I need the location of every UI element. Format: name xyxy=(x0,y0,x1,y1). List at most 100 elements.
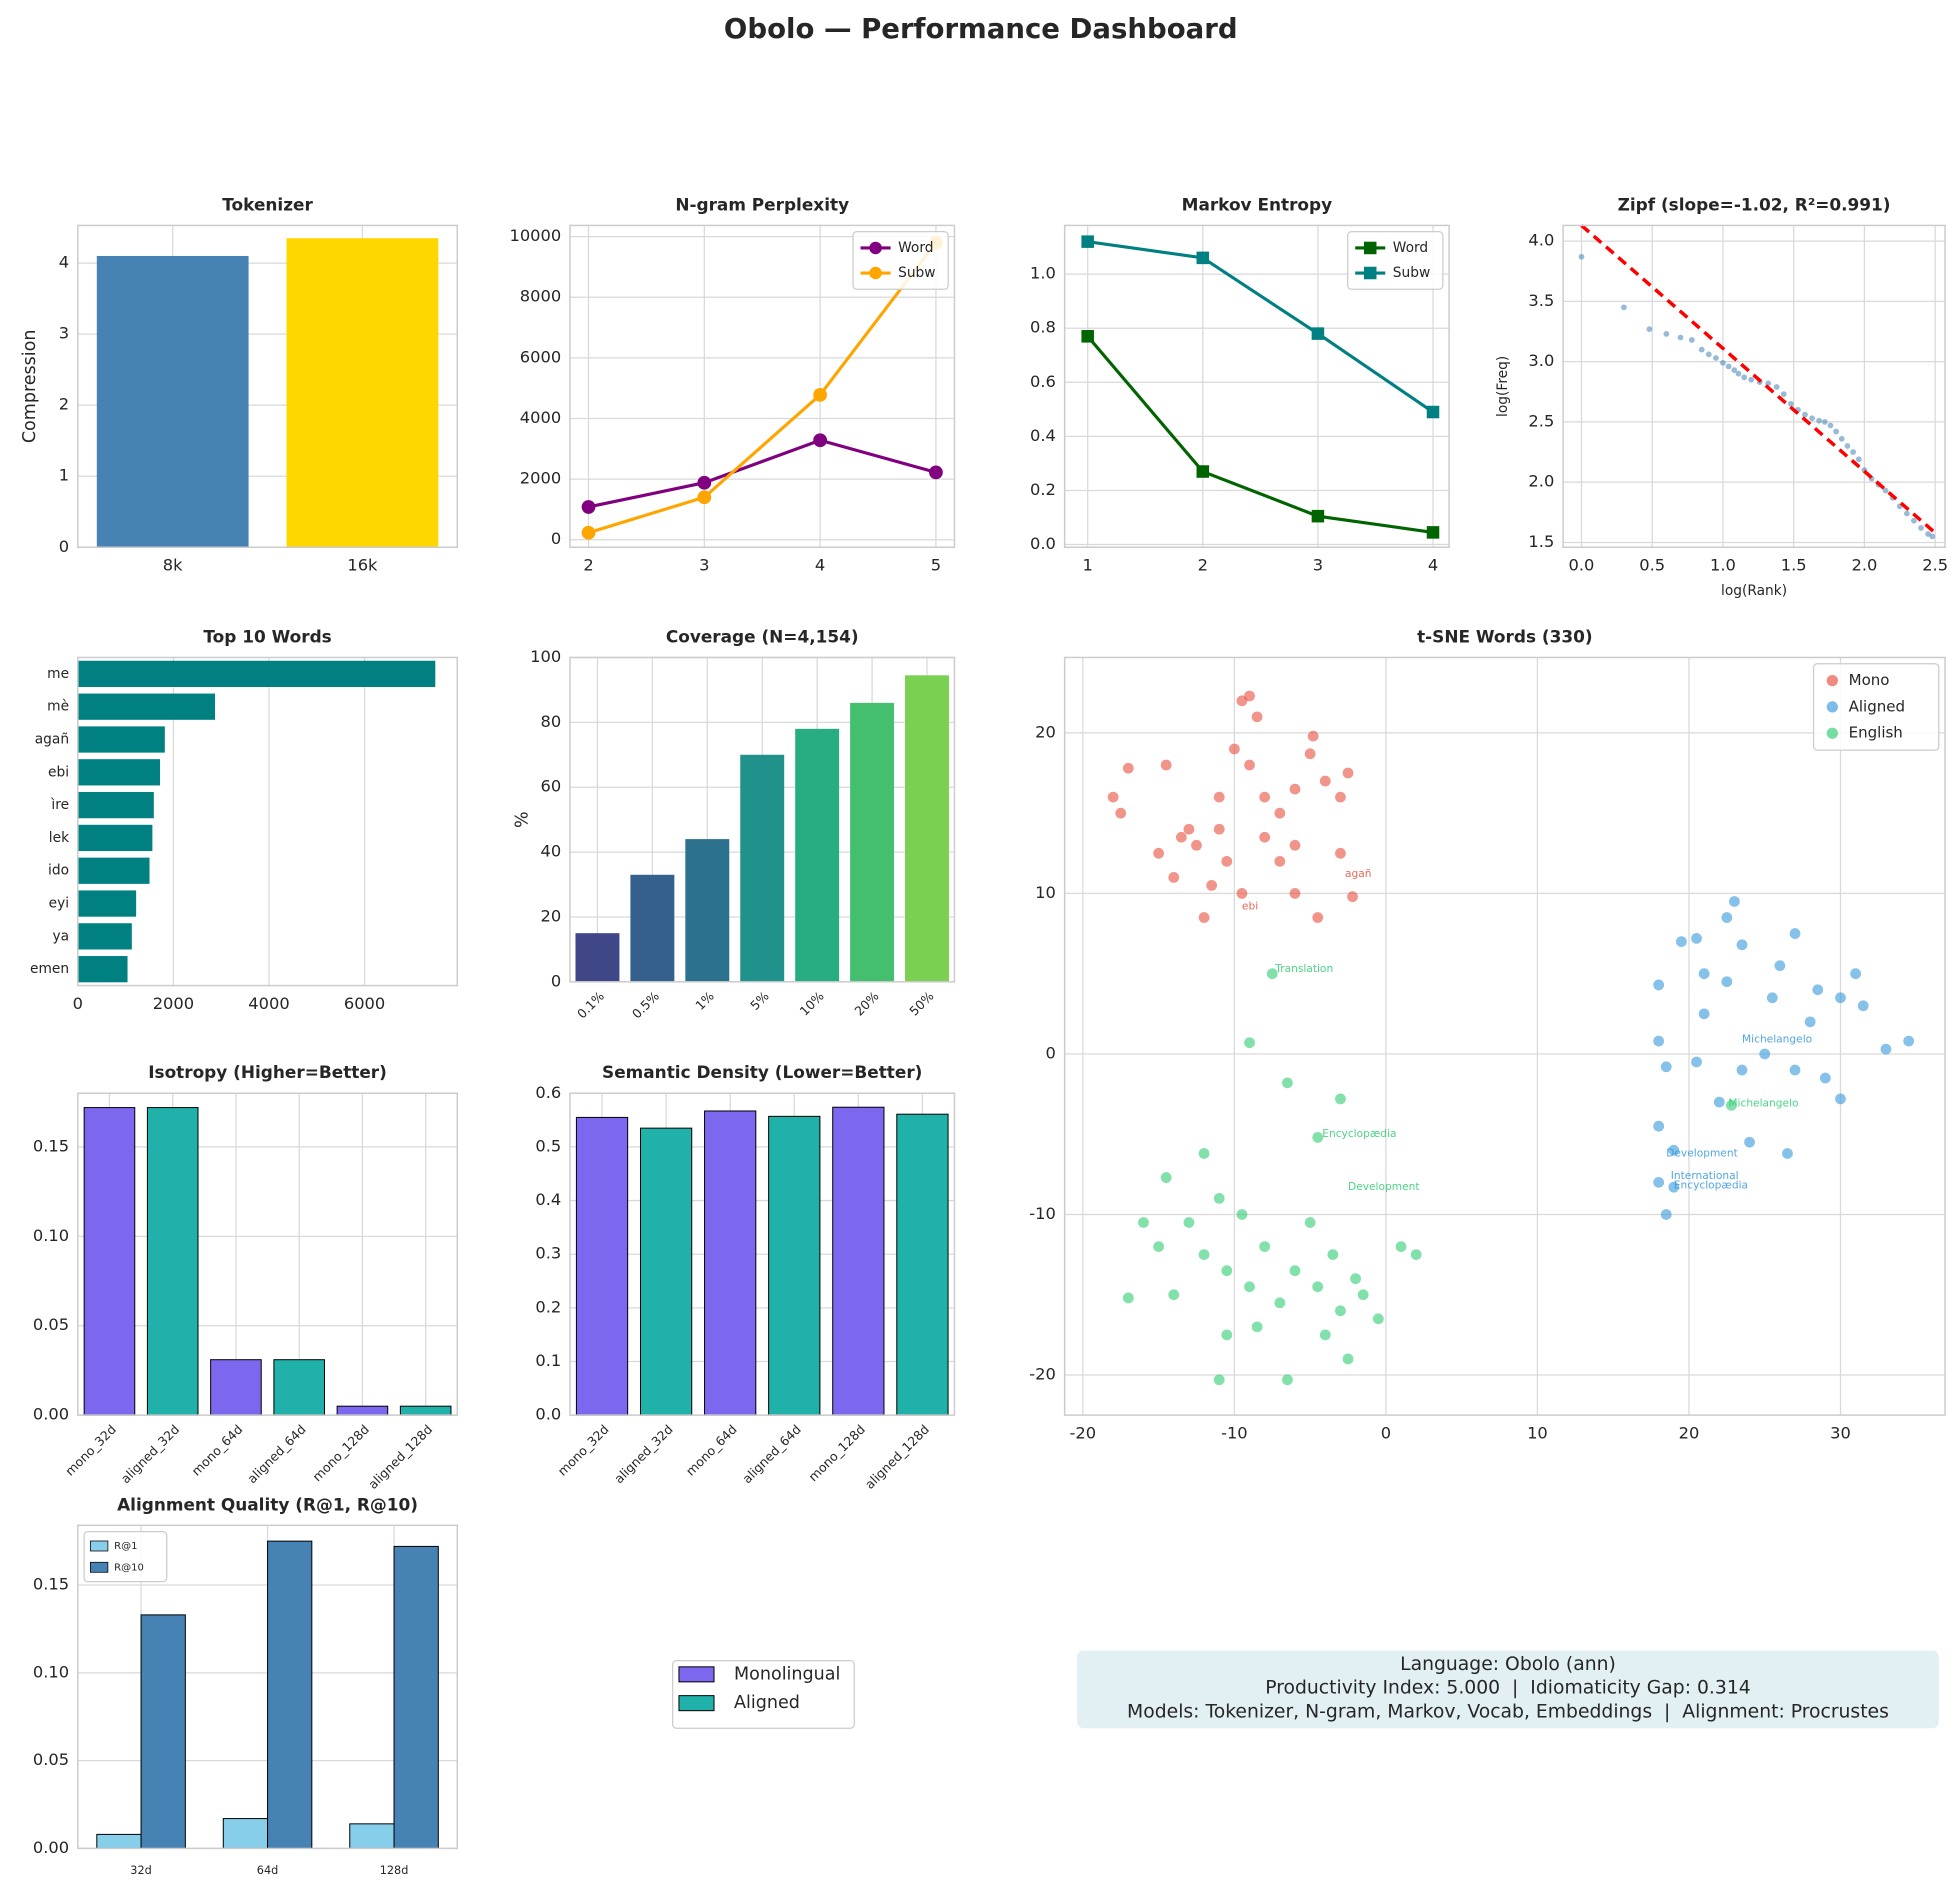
point xyxy=(1691,932,1702,944)
bar xyxy=(704,1110,757,1416)
y-tick-label: 0.05 xyxy=(33,1750,69,1769)
point xyxy=(1304,1217,1316,1228)
bar xyxy=(77,693,215,720)
x-tick-label: 64d xyxy=(257,1864,279,1877)
y-tick-label: 0 xyxy=(551,971,561,990)
chart-title: Alignment Quality (R@1, R@10) xyxy=(117,1494,418,1514)
point xyxy=(1720,359,1726,366)
x-tick-label: 1 xyxy=(1083,556,1093,575)
x-tick-label: -20 xyxy=(1070,1423,1097,1442)
point xyxy=(1289,1265,1301,1277)
y-tick-label: ya xyxy=(52,928,69,944)
bar xyxy=(336,1405,389,1416)
y-tick-label: 0.05 xyxy=(33,1315,69,1334)
point xyxy=(1809,415,1815,422)
y-tick-label: ebi xyxy=(48,764,69,780)
point xyxy=(1819,1072,1831,1084)
point xyxy=(1816,417,1823,424)
y-tick-label: 4 xyxy=(59,253,69,272)
point xyxy=(1274,807,1286,819)
point xyxy=(1774,960,1786,972)
point xyxy=(1335,1305,1346,1317)
point xyxy=(1327,1249,1339,1260)
x-tick-label: 0 xyxy=(1381,1423,1391,1442)
point xyxy=(1221,855,1233,867)
point xyxy=(1213,1193,1225,1204)
point xyxy=(1198,1148,1210,1159)
legend-label: Subw xyxy=(1393,265,1430,281)
y-tick-label: 0 xyxy=(1046,1043,1056,1062)
legend-patch xyxy=(89,1561,109,1573)
legend-label: English xyxy=(1849,724,1903,742)
y-tick-label: 40 xyxy=(541,842,562,861)
bar xyxy=(77,956,128,983)
point xyxy=(1653,1035,1665,1047)
y-tick-label: 0.0 xyxy=(1030,534,1056,553)
point xyxy=(1115,807,1127,819)
y-tick-label: 2.5 xyxy=(1528,411,1554,430)
y-tick-label: 0.4 xyxy=(1030,426,1056,445)
point xyxy=(1175,831,1187,843)
y-tick-label: 2.0 xyxy=(1528,472,1554,491)
point xyxy=(1307,730,1319,742)
y-tick-label: 8000 xyxy=(520,287,561,306)
point xyxy=(1335,847,1346,859)
x-tick-label: 4 xyxy=(1428,556,1438,575)
point xyxy=(1741,374,1748,381)
bar xyxy=(286,238,439,548)
marker xyxy=(1196,251,1210,265)
x-tick-label: 4 xyxy=(815,556,825,575)
point xyxy=(1880,1043,1892,1055)
legend-label: Aligned xyxy=(734,1693,800,1713)
bar xyxy=(77,791,154,819)
x-tick-label: 3 xyxy=(1313,556,1323,575)
point xyxy=(1780,391,1787,398)
point xyxy=(1251,711,1263,723)
point xyxy=(1705,351,1712,358)
point xyxy=(1789,928,1801,939)
bar xyxy=(210,1359,262,1416)
marker xyxy=(813,433,828,448)
point xyxy=(1663,331,1670,337)
y-tick-label: 1 xyxy=(59,466,69,485)
axes-frame xyxy=(77,1524,459,1850)
point xyxy=(1773,384,1780,390)
x-tick-label: 3 xyxy=(699,556,709,575)
point xyxy=(1221,1329,1233,1341)
point xyxy=(1725,363,1732,370)
point xyxy=(1736,1064,1748,1076)
point xyxy=(1882,487,1889,494)
point xyxy=(1213,791,1225,803)
bar xyxy=(77,890,137,917)
point xyxy=(1929,533,1936,540)
point xyxy=(1668,1144,1680,1156)
y-tick-label: eyi xyxy=(49,896,69,912)
point xyxy=(1312,1281,1324,1293)
point xyxy=(1578,253,1585,260)
annotation: Encyclopædia xyxy=(1674,1179,1748,1192)
y-tick-label: 0.2 xyxy=(1030,480,1056,499)
point xyxy=(1410,1249,1422,1260)
legend-label: Aligned xyxy=(1849,697,1905,715)
x-tick-label: 0.0 xyxy=(1569,556,1595,575)
point xyxy=(1759,1048,1771,1060)
legend-marker xyxy=(1826,675,1838,687)
page-title: Obolo — Performance Dashboard xyxy=(724,13,1238,45)
y-tick-label: 0 xyxy=(59,537,69,556)
y-tick-label: -20 xyxy=(1029,1364,1056,1383)
point xyxy=(1335,1093,1346,1105)
y-tick-label: 0.00 xyxy=(33,1838,69,1857)
point xyxy=(1835,1093,1846,1105)
point xyxy=(1107,791,1119,803)
marker xyxy=(697,475,712,490)
point xyxy=(1236,1209,1248,1220)
legend-marker xyxy=(869,266,882,280)
point xyxy=(1691,1056,1702,1068)
x-tick-label: 1.5 xyxy=(1781,556,1807,575)
point xyxy=(1844,443,1851,449)
bar xyxy=(273,1359,325,1416)
marker xyxy=(581,500,596,514)
point xyxy=(1274,855,1286,867)
point xyxy=(1721,976,1733,988)
